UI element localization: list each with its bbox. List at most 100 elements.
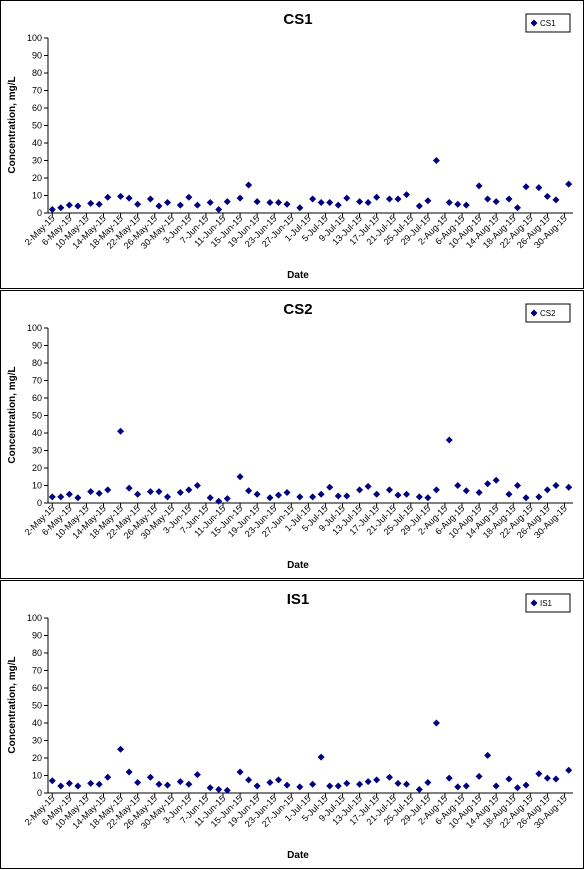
data-point — [415, 493, 423, 501]
y-tick-label: 30 — [32, 736, 42, 746]
data-point — [245, 487, 253, 495]
data-point — [364, 199, 372, 206]
data-point — [236, 768, 244, 776]
y-tick-label: 60 — [32, 103, 42, 113]
data-point — [394, 195, 402, 203]
data-point — [514, 204, 522, 212]
y-tick-label: 20 — [32, 463, 42, 473]
data-point — [364, 482, 372, 490]
data-point — [74, 782, 82, 790]
y-tick-label: 50 — [32, 411, 42, 421]
data-point — [155, 488, 163, 496]
data-point — [403, 780, 411, 788]
data-point — [403, 191, 411, 199]
y-tick-label: 10 — [32, 771, 42, 781]
y-tick-label: 10 — [32, 191, 42, 201]
data-point — [74, 494, 82, 502]
data-point — [552, 482, 560, 489]
data-point — [373, 490, 381, 498]
data-point — [146, 773, 154, 781]
data-point — [95, 489, 103, 497]
data-point — [253, 782, 261, 790]
y-tick-label: 40 — [32, 138, 42, 148]
chart-panel-cs2: CS2 0 10 20 30 40 50 60 70 80 90 100 2-May-15 6-May-1… — [0, 290, 584, 579]
chart-title: CS1 — [283, 11, 312, 28]
legend-marker — [530, 19, 538, 27]
y-tick-label: 90 — [32, 51, 42, 61]
chart-title: IS1 — [287, 591, 310, 608]
data-point — [164, 199, 172, 206]
data-point — [343, 194, 351, 202]
data-point — [543, 774, 551, 782]
data-point — [185, 193, 193, 201]
data-point — [266, 494, 274, 502]
data-point — [117, 427, 125, 435]
data-point — [176, 201, 184, 209]
data-point — [445, 436, 453, 444]
data-point — [223, 198, 231, 206]
data-point — [134, 779, 142, 786]
legend-marker — [530, 599, 538, 607]
data-point — [48, 777, 56, 785]
data-point — [193, 201, 201, 209]
data-point — [317, 753, 325, 761]
y-axis-title: Concentration, mg/L — [7, 366, 18, 463]
data-point — [326, 199, 334, 206]
y-tick-label: 40 — [32, 718, 42, 728]
data-point — [343, 492, 351, 500]
data-point — [356, 198, 364, 206]
data-point — [266, 199, 274, 206]
legend-box — [525, 593, 571, 613]
data-point — [543, 192, 551, 200]
y-tick-label: 100 — [27, 33, 42, 43]
y-tick-label: 30 — [32, 446, 42, 456]
y-tick-label: 60 — [32, 683, 42, 693]
data-point — [176, 778, 184, 786]
data-point — [484, 195, 492, 203]
chart-svg: CS201020304050607080901002-May-156-May-1… — [7, 301, 573, 571]
data-point — [334, 782, 342, 790]
chart-title: CS2 — [283, 301, 312, 318]
data-point — [48, 206, 56, 213]
y-tick-label: 30 — [32, 156, 42, 166]
data-point — [125, 484, 133, 492]
data-point — [424, 197, 432, 205]
data-point — [522, 781, 530, 789]
data-point — [253, 490, 261, 498]
y-tick-label: 80 — [32, 358, 42, 368]
data-point — [565, 483, 573, 491]
data-point — [415, 786, 423, 793]
data-point — [326, 483, 334, 491]
data-point — [134, 490, 142, 498]
data-point — [146, 488, 154, 496]
data-point — [164, 781, 172, 789]
data-point — [215, 206, 223, 213]
data-point — [65, 490, 73, 498]
data-point — [522, 183, 530, 191]
data-point — [266, 779, 274, 786]
data-point — [65, 201, 73, 209]
y-tick-label: 90 — [32, 631, 42, 641]
y-tick-label: 0 — [37, 788, 42, 798]
data-point — [95, 780, 103, 788]
data-point — [462, 487, 470, 495]
data-point — [565, 180, 573, 188]
y-tick-label: 20 — [32, 173, 42, 183]
y-tick-label: 80 — [32, 648, 42, 658]
y-tick-label: 10 — [32, 481, 42, 491]
data-point — [223, 495, 231, 503]
data-point — [454, 200, 462, 208]
data-point — [104, 193, 112, 201]
data-point — [87, 199, 95, 207]
legend: CS1 — [525, 13, 571, 33]
data-point — [403, 490, 411, 498]
data-point — [334, 492, 342, 500]
data-point — [522, 494, 530, 502]
data-point — [394, 491, 402, 499]
data-point — [117, 745, 125, 753]
data-point — [57, 204, 65, 212]
data-point — [215, 497, 223, 505]
data-point — [296, 783, 304, 791]
data-point — [424, 494, 432, 502]
data-point — [317, 199, 325, 206]
